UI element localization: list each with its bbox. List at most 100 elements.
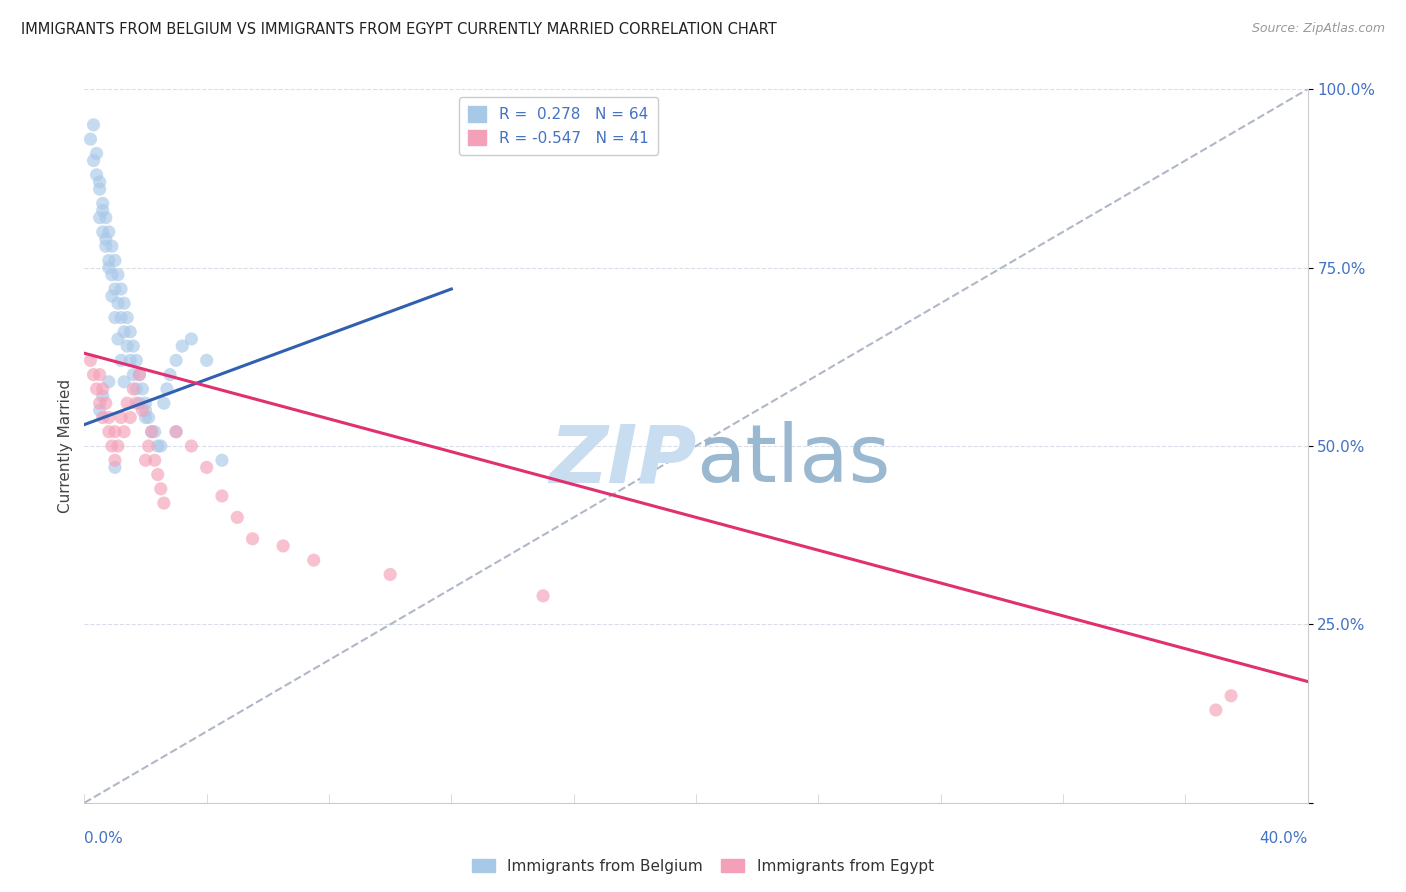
Point (97, 260, 120, 275)
Point (180, 439, 202, 453)
Point (107, 439, 129, 453)
Point (165, 353, 187, 368)
Point (86, 168, 108, 182)
Point (89, 396, 111, 410)
Point (89, 403, 111, 417)
Point (153, 396, 176, 410)
Point (122, 368, 145, 382)
Point (211, 489, 233, 503)
Point (107, 268, 129, 282)
Point (94, 211, 117, 225)
Text: IMMIGRANTS FROM BELGIUM VS IMMIGRANTS FROM EGYPT CURRENTLY MARRIED CORRELATION C: IMMIGRANTS FROM BELGIUM VS IMMIGRANTS FR… (21, 22, 778, 37)
Point (83, 153, 105, 168)
Text: ZIP: ZIP (548, 421, 696, 500)
Point (165, 425, 187, 439)
Point (271, 539, 294, 553)
Point (156, 382, 179, 396)
Point (128, 368, 150, 382)
Point (86, 382, 108, 396)
Point (89, 175, 111, 189)
Point (149, 439, 172, 453)
Point (91, 410, 114, 425)
Point (146, 439, 169, 453)
Point (115, 339, 138, 353)
Point (97, 425, 120, 439)
Text: atlas: atlas (696, 421, 890, 500)
Point (94, 239, 117, 253)
Point (165, 425, 187, 439)
Point (101, 268, 124, 282)
Point (89, 368, 111, 382)
Text: 40.0%: 40.0% (1260, 831, 1308, 847)
Point (104, 253, 127, 268)
Point (110, 410, 132, 425)
Point (120, 353, 142, 368)
Point (141, 425, 163, 439)
Point (89, 211, 111, 225)
Legend: Immigrants from Belgium, Immigrants from Egypt: Immigrants from Belgium, Immigrants from… (467, 853, 939, 880)
Point (242, 532, 264, 546)
Point (104, 310, 127, 325)
Point (195, 460, 218, 475)
Point (1205, 703, 1227, 717)
Point (125, 396, 148, 410)
Point (97, 225, 120, 239)
Point (135, 453, 157, 467)
Point (131, 382, 153, 396)
Point (86, 146, 108, 161)
Point (195, 353, 218, 368)
Point (135, 403, 157, 417)
Point (380, 567, 402, 582)
Point (97, 410, 120, 425)
Point (125, 353, 148, 368)
Point (97, 253, 120, 268)
Point (91, 203, 114, 218)
Point (83, 368, 105, 382)
Point (115, 396, 138, 410)
Point (101, 289, 124, 303)
Point (101, 439, 124, 453)
Point (107, 296, 129, 310)
Point (104, 282, 127, 296)
Point (125, 382, 148, 396)
Point (302, 553, 325, 567)
Point (83, 118, 105, 132)
Point (226, 510, 249, 524)
Point (138, 410, 160, 425)
Point (172, 339, 194, 353)
Point (104, 425, 127, 439)
Point (110, 310, 132, 325)
Point (180, 332, 202, 346)
Point (112, 375, 135, 389)
Point (159, 368, 181, 382)
Point (146, 467, 169, 482)
Y-axis label: Currently Married: Currently Married (58, 379, 73, 513)
Point (1220, 689, 1243, 703)
Point (104, 460, 127, 475)
Point (143, 425, 166, 439)
Point (112, 296, 135, 310)
Point (122, 339, 145, 353)
Point (112, 325, 135, 339)
Point (153, 496, 176, 510)
Point (120, 410, 142, 425)
Point (128, 396, 150, 410)
Point (97, 375, 120, 389)
Point (143, 453, 166, 467)
Point (135, 396, 157, 410)
Point (91, 389, 114, 403)
Point (211, 453, 233, 467)
Point (104, 453, 127, 467)
Point (79, 132, 101, 146)
Point (128, 368, 150, 382)
Point (94, 396, 117, 410)
Point (135, 410, 157, 425)
Point (91, 225, 114, 239)
Text: Source: ZipAtlas.com: Source: ZipAtlas.com (1251, 22, 1385, 36)
Point (101, 239, 124, 253)
Point (138, 439, 160, 453)
Point (107, 332, 129, 346)
Point (110, 282, 132, 296)
Point (112, 425, 135, 439)
Point (122, 382, 145, 396)
